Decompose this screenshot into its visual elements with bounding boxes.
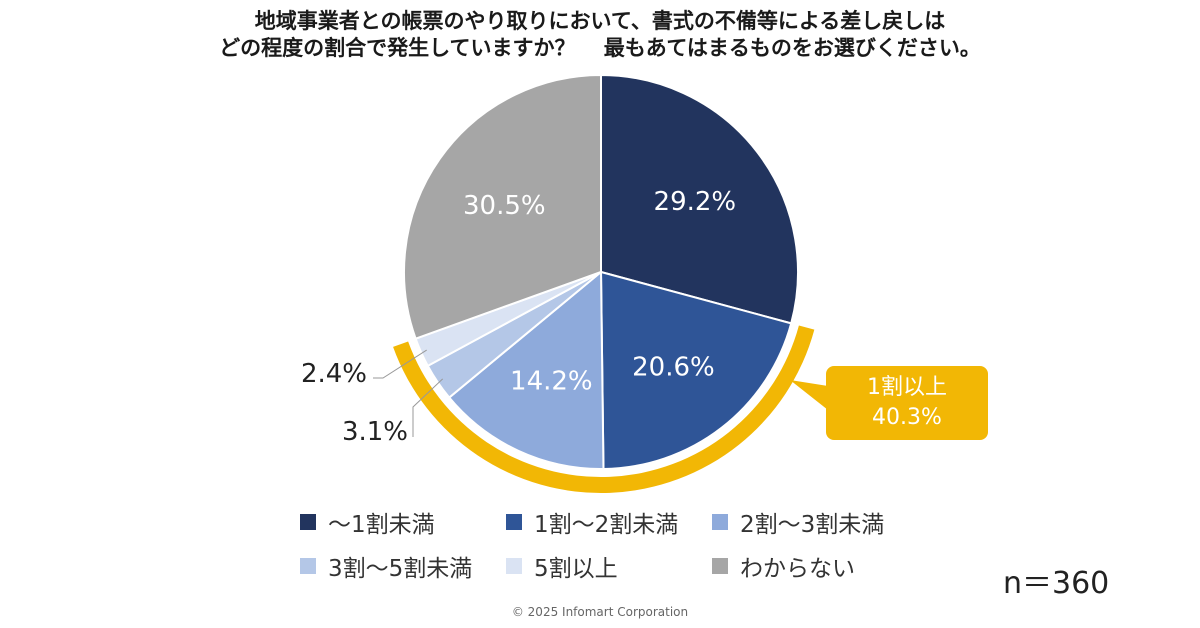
legend-item: 〜1割未満	[300, 505, 506, 539]
leader-line	[373, 349, 427, 379]
pie-slice	[600, 73, 799, 325]
highlight-ring	[393, 325, 815, 494]
chart-title: 地域事業者との帳票のやり取りにおいて、書式の不備等による差し戻しは どの程度の割…	[0, 8, 1200, 62]
legend-swatch	[712, 558, 728, 574]
legend-row: 3割〜5割未満 5割以上 わからない	[300, 544, 920, 588]
data-label: 2.4%	[301, 359, 367, 389]
copyright: © 2025 Infomart Corporation	[511, 605, 689, 619]
legend-label: わからない	[740, 556, 855, 582]
legend: 〜1割未満 1割〜2割未満 2割〜3割未満 3割〜5割未満 5割以上 わからない	[300, 500, 920, 588]
highlight-label: 1割以上	[867, 375, 947, 400]
data-label: 20.6%	[632, 352, 715, 382]
data-label: 3.1%	[342, 417, 408, 447]
callout-pointer	[790, 380, 828, 410]
highlight-callout: 1割以上 40.3%	[826, 366, 988, 440]
legend-swatch	[506, 558, 522, 574]
pie-slice	[403, 73, 602, 341]
legend-row: 〜1割未満 1割〜2割未満 2割〜3割未満	[300, 500, 920, 544]
legend-label: 3割〜5割未満	[328, 556, 473, 582]
legend-label: 2割〜3割未満	[740, 512, 885, 538]
legend-label: 〜1割未満	[328, 512, 435, 538]
legend-item: 2割〜3割未満	[712, 505, 912, 539]
legend-item: 1割〜2割未満	[506, 505, 712, 539]
chart-title-line-2: どの程度の割合で発生していますか？ 最もあてはまるものをお選びください。	[219, 36, 981, 60]
legend-item: 5割以上	[506, 549, 712, 583]
legend-label: 5割以上	[534, 556, 618, 582]
legend-item: 3割〜5割未満	[300, 549, 506, 583]
legend-swatch	[712, 514, 728, 530]
legend-swatch	[300, 558, 316, 574]
pie-slice	[447, 269, 605, 470]
highlight-value: 40.3%	[872, 405, 942, 430]
legend-item: わからない	[712, 549, 912, 583]
legend-label: 1割〜2割未満	[534, 512, 679, 538]
data-label: 14.2%	[510, 366, 593, 396]
legend-swatch	[506, 514, 522, 530]
legend-swatch	[300, 514, 316, 530]
pie-slice	[599, 270, 793, 470]
sample-size: n＝360	[1003, 566, 1110, 601]
leader-line	[412, 378, 444, 437]
chart-title-line-1: 地域事業者との帳票のやり取りにおいて、書式の不備等による差し戻しは	[254, 9, 946, 33]
data-label: 30.5%	[463, 191, 546, 221]
data-label: 29.2%	[654, 187, 737, 217]
